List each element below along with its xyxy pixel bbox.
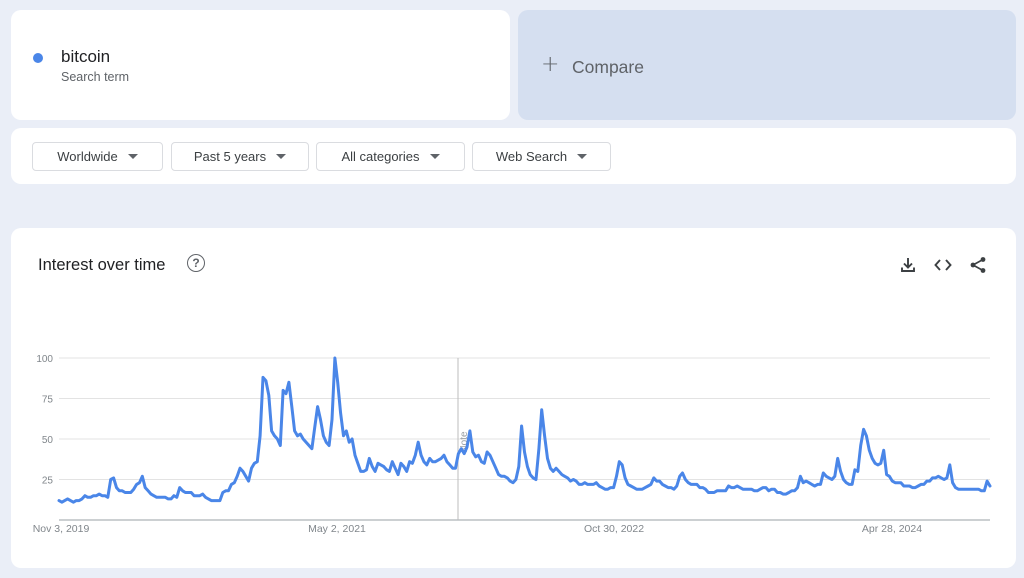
time-range-filter-label: Past 5 years xyxy=(193,149,267,164)
interest-line-chart: 25 50 75 100 Note Nov 3, 2019 May 2, 2021 Oct 3… xyxy=(33,354,992,535)
dropdown-arrow-icon xyxy=(127,154,138,159)
time-range-filter-dropdown[interactable]: Past 5 years xyxy=(171,142,309,171)
search-term-name[interactable]: bitcoin xyxy=(61,47,111,66)
note-marker-label: Note xyxy=(459,431,470,453)
download-icon[interactable] xyxy=(898,255,918,275)
chart-title: Interest over time xyxy=(38,256,166,274)
x-tick-label: Oct 30, 2022 xyxy=(584,523,644,535)
location-filter-label: Worldwide xyxy=(57,149,118,164)
search-type-filter-label: Web Search xyxy=(495,149,568,164)
category-filter-dropdown[interactable]: All categories xyxy=(316,142,465,171)
search-term-card[interactable]: bitcoin Search term xyxy=(11,10,510,120)
category-filter-label: All categories xyxy=(341,149,420,164)
compare-button[interactable]: + Compare xyxy=(518,10,1016,120)
x-tick-label: Nov 3, 2019 xyxy=(33,523,90,535)
dropdown-arrow-icon xyxy=(577,154,588,159)
filter-bar: Worldwide Past 5 years All categories We… xyxy=(11,128,1016,184)
search-type-filter-dropdown[interactable]: Web Search xyxy=(472,142,611,171)
y-tick-label: 50 xyxy=(42,435,54,446)
series-line-bitcoin xyxy=(57,356,992,504)
share-icon[interactable] xyxy=(968,255,988,275)
search-term-subtitle: Search term xyxy=(61,70,130,84)
y-tick-label: 100 xyxy=(36,354,53,365)
y-tick-label: 25 xyxy=(42,476,54,487)
location-filter-dropdown[interactable]: Worldwide xyxy=(32,142,163,171)
y-tick-label: 75 xyxy=(42,395,54,406)
dropdown-arrow-icon xyxy=(276,154,287,159)
interest-over-time-card: Interest over time ? 25 50 75 100 Note Nov 3,… xyxy=(11,228,1016,568)
plus-icon: + xyxy=(541,52,560,77)
embed-code-icon[interactable] xyxy=(933,255,953,275)
series-color-dot xyxy=(33,53,43,63)
x-tick-label: May 2, 2021 xyxy=(308,523,366,535)
help-circle-icon[interactable]: ? xyxy=(187,254,205,272)
dropdown-arrow-icon xyxy=(429,154,440,159)
x-tick-label: Apr 28, 2024 xyxy=(862,523,922,535)
compare-label: Compare xyxy=(572,57,644,77)
